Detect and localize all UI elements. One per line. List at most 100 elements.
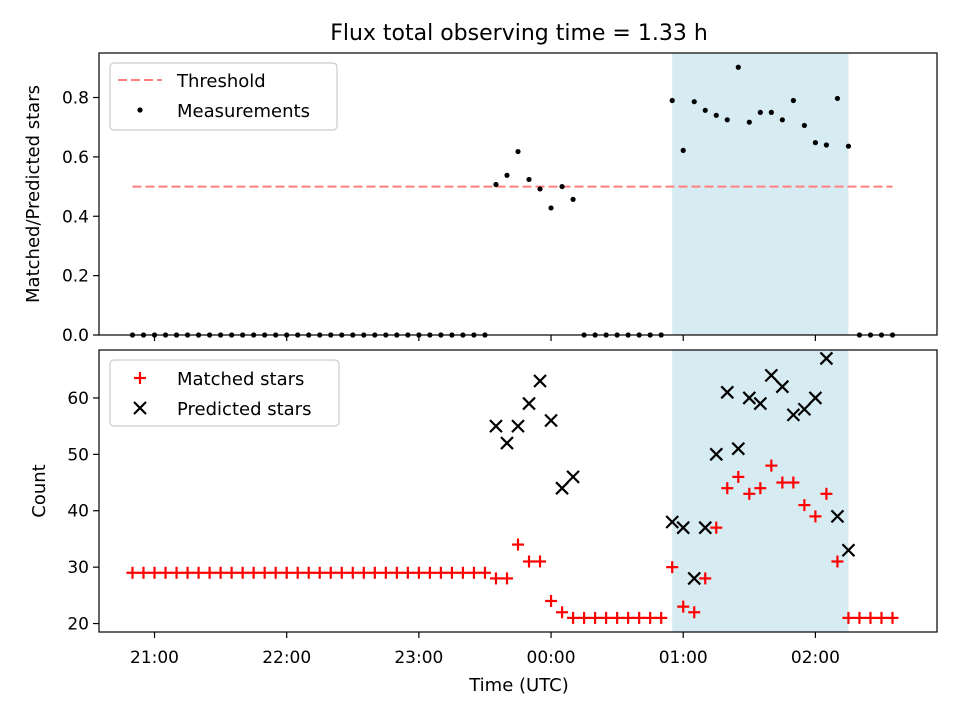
measurement-point — [823, 142, 830, 148]
predicted-star-marker — [720, 385, 735, 400]
bottom-xtick-label: 01:00 — [659, 648, 708, 668]
matched-star-marker — [423, 566, 436, 579]
measurement-point — [526, 176, 532, 183]
bottom-ytick-label: 30 — [67, 558, 89, 578]
predicted-star-marker — [775, 379, 790, 394]
measurement-point — [790, 97, 796, 104]
bottom-y-ticks: 20 30 40 50 60 — [67, 389, 99, 635]
matched-star-marker — [258, 566, 271, 579]
bottom-ytick-label: 20 — [67, 615, 89, 635]
matched-star-marker — [192, 566, 205, 579]
measurement-point — [548, 205, 554, 211]
matched-star-marker — [236, 566, 249, 579]
matched-star-marker — [512, 538, 524, 551]
measurement-point — [702, 107, 708, 113]
measurement-point — [680, 147, 686, 153]
predicted-star-marker — [742, 391, 757, 405]
top-ytick-label: 0.6 — [62, 148, 89, 168]
top-observing-window — [672, 53, 849, 335]
matched-star-marker — [225, 566, 238, 579]
bottom-xtick-label: 22:00 — [262, 648, 311, 668]
bottom-legend: Matched stars Predicted stars — [109, 359, 340, 427]
matched-star-marker — [787, 476, 800, 489]
matched-star-marker — [556, 606, 569, 619]
bottom-xtick-label: 02:00 — [791, 648, 840, 668]
matched-star-marker — [743, 487, 756, 500]
matched-star-marker — [181, 566, 194, 579]
matched-star-marker — [886, 611, 899, 624]
predicted-star-marker — [819, 351, 834, 366]
matched-star-marker — [688, 606, 701, 619]
matched-star-marker — [148, 566, 161, 579]
matched-star-marker — [313, 566, 326, 579]
predicted-star-marker — [533, 374, 547, 388]
matched-star-marker — [710, 521, 723, 534]
matched-star-marker — [467, 566, 480, 579]
legend-measurements-swatch — [137, 107, 143, 113]
bottom-ytick-label: 40 — [67, 502, 89, 522]
matched-star-marker — [699, 572, 712, 585]
predicted-star-marker — [797, 402, 812, 416]
matched-star-marker — [159, 566, 172, 579]
matched-star-marker — [666, 561, 679, 574]
measurement-point — [746, 119, 752, 125]
matched-star-marker — [644, 611, 657, 624]
matched-star-marker — [269, 566, 282, 579]
measurement-point — [713, 112, 719, 118]
predicted-stars-markers — [489, 351, 856, 586]
matched-star-marker — [214, 566, 227, 579]
matched-star-marker — [732, 470, 745, 483]
top-x-ticks — [153, 335, 816, 341]
measurement-point — [834, 95, 841, 102]
measurement-point — [779, 117, 785, 123]
matched-star-marker — [875, 611, 888, 624]
matched-star-marker — [302, 566, 315, 579]
measurement-point — [515, 148, 521, 155]
top-axes-frame — [98, 52, 938, 336]
matched-star-marker — [534, 555, 547, 568]
measurement-point — [845, 143, 852, 149]
matched-star-marker — [390, 566, 403, 579]
predicted-star-marker — [830, 509, 845, 524]
predicted-star-marker — [500, 436, 514, 450]
matched-star-marker — [346, 566, 359, 579]
predicted-star-marker — [808, 391, 823, 405]
matched-star-marker — [798, 499, 811, 512]
matched-star-marker — [500, 572, 513, 585]
measurement-point — [504, 172, 510, 178]
matched-star-marker — [545, 594, 558, 607]
matched-star-marker — [578, 611, 591, 624]
measurement-point — [570, 196, 576, 202]
measurement-point — [812, 140, 818, 146]
measurement-point — [801, 122, 807, 129]
legend-matched-swatch — [134, 372, 146, 384]
bottom-panel: 20 30 40 50 60 21:00 22:00 23:00 00:00 01:00 02:0… — [29, 349, 938, 696]
predicted-star-marker — [555, 481, 569, 495]
matched-star-marker — [126, 566, 139, 579]
matched-star-marker — [368, 566, 381, 579]
matched-star-marker — [280, 566, 293, 579]
legend-matched-label: Matched stars — [177, 369, 304, 390]
matched-star-marker — [567, 611, 580, 624]
measurement-point — [735, 64, 741, 70]
predicted-star-marker — [687, 571, 702, 586]
matched-star-marker — [589, 611, 602, 624]
top-legend: Threshold Measurements — [109, 62, 338, 131]
x-axis-label: Time (UTC) — [468, 675, 569, 696]
legend-predicted-swatch — [133, 401, 147, 415]
predicted-star-marker — [764, 368, 779, 383]
matched-star-marker — [291, 566, 304, 579]
matched-star-marker — [677, 600, 690, 613]
top-ytick-label: 0.4 — [62, 207, 89, 227]
predicted-star-marker — [731, 441, 746, 456]
matched-star-marker — [842, 611, 855, 624]
matched-star-marker — [633, 611, 646, 624]
bottom-ytick-label: 60 — [67, 389, 89, 409]
matched-star-marker — [864, 611, 877, 624]
predicted-star-marker — [511, 419, 525, 433]
predicted-star-marker — [522, 396, 536, 411]
bottom-axes-frame — [98, 349, 938, 633]
matched-star-marker — [357, 566, 370, 579]
measurement-point — [493, 181, 499, 188]
